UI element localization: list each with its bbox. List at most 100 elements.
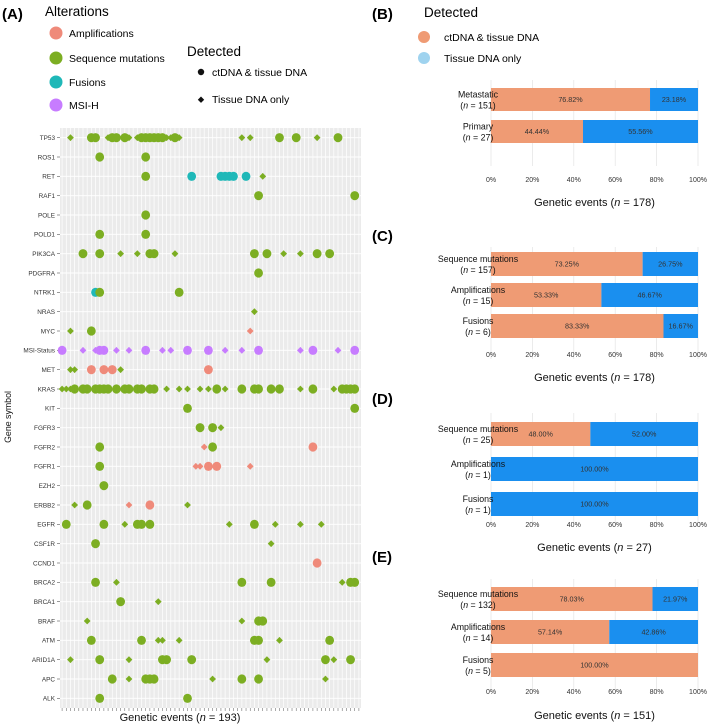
alteration-point-circle bbox=[254, 191, 263, 201]
alteration-point-circle bbox=[275, 133, 284, 143]
bar-x-tick-label: 20% bbox=[525, 352, 539, 359]
alteration-point-circle bbox=[208, 423, 217, 433]
legend-alteration-swatch bbox=[49, 26, 63, 40]
alteration-point-circle bbox=[350, 403, 360, 413]
alteration-point-circle bbox=[78, 249, 88, 259]
bar-category-n: (n = 6) bbox=[465, 327, 491, 337]
bar-segment-ctdna-tissue bbox=[491, 587, 653, 611]
alteration-point-circle bbox=[254, 674, 263, 684]
legend-detected-a-title: Detected bbox=[187, 44, 241, 59]
panel-a-plot-background bbox=[60, 128, 361, 708]
alteration-point-circle bbox=[99, 365, 109, 375]
alteration-point-circle bbox=[149, 384, 159, 394]
legend-alteration-label: MSI-H bbox=[69, 100, 99, 112]
bar-x-tick-label: 100% bbox=[689, 522, 707, 529]
alteration-point-circle bbox=[95, 655, 105, 665]
alteration-point-diamond bbox=[313, 134, 321, 142]
alteration-point-circle bbox=[103, 384, 113, 394]
alteration-point-diamond bbox=[113, 578, 120, 586]
gene-label: MSI-Status bbox=[23, 348, 55, 355]
gene-label: FGFR1 bbox=[34, 464, 55, 471]
bar-segment-tissue-only bbox=[652, 587, 698, 611]
bar-category-n-symbol: n bbox=[466, 633, 471, 643]
alteration-point-circle bbox=[137, 635, 146, 645]
bar-category-label: Fusions bbox=[463, 316, 494, 326]
bar-category-label: Amplifications bbox=[451, 459, 506, 469]
alteration-point-circle bbox=[95, 152, 105, 162]
bar-category-n-value: = 25) bbox=[471, 435, 494, 445]
legend-detected-a: Detected ctDNA & tissue DNA Tissue DNA o… bbox=[187, 44, 307, 106]
gene-label: NRAS bbox=[37, 309, 55, 316]
bar-segment-tissue-only bbox=[642, 252, 698, 276]
alteration-point-circle bbox=[291, 133, 301, 143]
alteration-point-diamond bbox=[83, 617, 91, 625]
alteration-point-diamond bbox=[280, 250, 288, 258]
panel-b-barchart: 0% 20% 40% 60% 80% 100% 76.82% 23.18% Metastatic… bbox=[458, 80, 707, 209]
bar-category-n-symbol: n bbox=[463, 101, 468, 111]
alteration-point-circle bbox=[237, 674, 247, 684]
bar-x-tick-label: 40% bbox=[567, 177, 581, 184]
legend-detected-a-both: ctDNA & tissue DNA bbox=[212, 67, 307, 79]
legend-alterations: Alterations Amplifications Sequence mutat… bbox=[45, 4, 165, 112]
alteration-point-circle bbox=[137, 384, 146, 394]
alteration-point-circle bbox=[95, 287, 105, 297]
bar-x-tick-label: 40% bbox=[567, 352, 581, 359]
alteration-point-diamond bbox=[133, 250, 141, 258]
alteration-point-circle bbox=[95, 249, 105, 259]
bar-category-label: Sequence mutations bbox=[438, 589, 519, 599]
gene-label: APC bbox=[42, 676, 56, 683]
bar-segment-ctdna-tissue bbox=[491, 620, 610, 644]
alteration-point-diamond bbox=[67, 656, 74, 664]
alteration-point-diamond bbox=[154, 636, 162, 644]
alteration-point-circle bbox=[95, 693, 105, 703]
alteration-point-diamond bbox=[163, 385, 171, 393]
alteration-point-circle bbox=[195, 423, 205, 433]
bar-segment-ctdna-tissue bbox=[491, 283, 602, 307]
alteration-point-diamond bbox=[238, 346, 246, 354]
bar-category-n: (n = 157) bbox=[460, 265, 496, 275]
alteration-point-diamond bbox=[296, 520, 304, 528]
alteration-point-circle bbox=[141, 152, 151, 162]
alteration-point-diamond bbox=[263, 656, 271, 664]
legend-circle-symbol bbox=[197, 68, 205, 76]
gene-label: FGFR3 bbox=[34, 425, 55, 432]
alteration-point-circle bbox=[254, 268, 263, 278]
alteration-point-diamond bbox=[125, 346, 133, 354]
bar-x-axis-label-prefix: Genetic events ( bbox=[534, 372, 614, 384]
bar-category-label: Metastatic bbox=[458, 90, 499, 100]
alteration-point-circle bbox=[61, 519, 71, 529]
alteration-point-circle bbox=[266, 384, 276, 394]
alteration-point-circle bbox=[325, 635, 335, 645]
gene-label: BRCA2 bbox=[34, 580, 56, 587]
alteration-point-circle bbox=[82, 384, 92, 394]
bar-category-n-value: = 14) bbox=[471, 633, 494, 643]
bar-segment-tissue-only bbox=[609, 620, 698, 644]
bar-x-tick-label: 0% bbox=[486, 689, 496, 696]
bar-category-n-symbol: n bbox=[468, 470, 473, 480]
bar-x-tick-label: 100% bbox=[689, 352, 707, 359]
bar-value-label: 57.14% bbox=[538, 628, 563, 637]
alteration-point-circle bbox=[312, 249, 322, 259]
alteration-point-diamond bbox=[196, 462, 204, 470]
gene-label: FGFR2 bbox=[34, 444, 55, 451]
alteration-point-diamond bbox=[330, 385, 338, 393]
alteration-point-diamond bbox=[71, 501, 79, 509]
gene-label: ATM bbox=[42, 638, 55, 645]
alteration-point-circle bbox=[350, 384, 360, 394]
bar-x-axis-label-n: n bbox=[617, 542, 623, 554]
alteration-point-diamond bbox=[184, 501, 191, 509]
bar-segment-ctdna-tissue bbox=[491, 653, 698, 677]
alteration-point-diamond bbox=[250, 308, 258, 316]
bar-value-label: 52.00% bbox=[632, 430, 657, 439]
legend-both-swatch bbox=[418, 31, 430, 43]
alteration-point-circle bbox=[95, 461, 105, 471]
gene-label: BRAF bbox=[38, 618, 55, 625]
gene-label: PDGFRA bbox=[28, 270, 55, 277]
alteration-point-diamond bbox=[163, 134, 171, 142]
legend-detected-b-tissue: Tissue DNA only bbox=[444, 53, 522, 65]
legend-alteration-swatch bbox=[49, 75, 63, 89]
legend-alterations-title: Alterations bbox=[45, 4, 109, 19]
bar-segment-ctdna-tissue bbox=[491, 88, 651, 111]
alteration-point-diamond bbox=[121, 520, 129, 528]
